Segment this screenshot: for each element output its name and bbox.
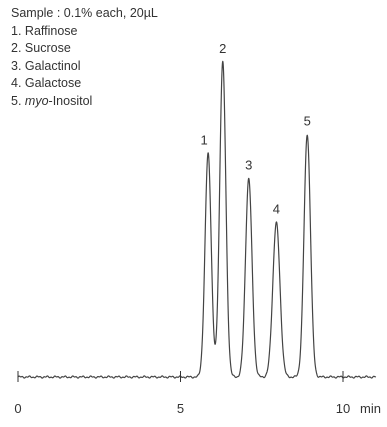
legend-item-4: 4. Galactose	[11, 75, 158, 93]
peak-label-3: 3	[245, 158, 252, 173]
legend-item-number: 5.	[11, 93, 22, 108]
legend-item-number: 2.	[11, 41, 22, 56]
peak-label-4: 4	[273, 202, 280, 217]
x-tick-label-10: 10	[336, 401, 350, 416]
legend-item-name: Sucrose	[24, 41, 71, 56]
legend-title: Sample : 0.1% each, 20µL	[11, 6, 158, 20]
x-axis-unit: min	[360, 401, 381, 416]
peak-label-2: 2	[219, 41, 226, 56]
legend-item-number: 1.	[11, 23, 22, 38]
legend: Sample : 0.1% each, 20µL 1. Raffinose 2.…	[11, 5, 158, 111]
legend-item-name: Raffinose	[24, 23, 78, 38]
legend-item-name: Galactinol	[24, 58, 81, 73]
peak-label-1: 1	[201, 132, 208, 147]
peak-label-5: 5	[304, 113, 311, 128]
legend-item-number: 3.	[11, 58, 22, 73]
legend-item-number: 4.	[11, 76, 22, 91]
legend-item-3: 3. Galactinol	[11, 58, 158, 76]
legend-item-name: -Inositol	[48, 93, 93, 108]
legend-item-name-italic: myo	[24, 93, 49, 108]
legend-item-2: 2. Sucrose	[11, 40, 158, 58]
x-tick-label-0: 0	[14, 401, 21, 416]
chromatogram-trace	[17, 60, 377, 379]
legend-item-5: 5. myo-Inositol	[11, 93, 158, 111]
x-tick-label-5: 5	[177, 401, 184, 416]
legend-item-1: 1. Raffinose	[11, 23, 158, 41]
legend-item-name: Galactose	[24, 76, 82, 91]
